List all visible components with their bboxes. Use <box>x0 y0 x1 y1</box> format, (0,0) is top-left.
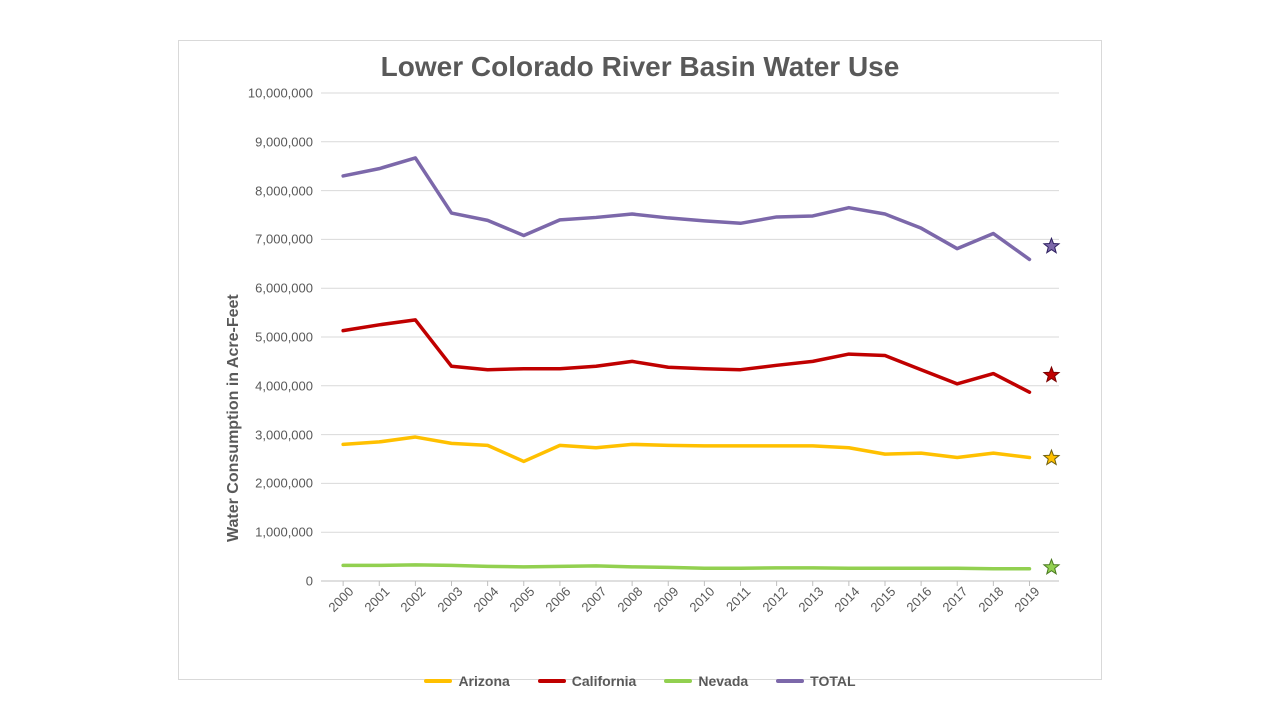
x-tick-label: 2004 <box>467 581 501 615</box>
legend-swatch <box>538 679 566 683</box>
legend-item-nevada: Nevada <box>664 673 748 689</box>
y-tick-label: 9,000,000 <box>255 134 321 149</box>
x-tick-label: 2001 <box>359 581 393 615</box>
x-tick-label: 2012 <box>756 581 790 615</box>
chart-plot: 01,000,0002,000,0003,000,0004,000,0005,0… <box>321 93 1059 581</box>
x-tick-label: 2002 <box>395 581 429 615</box>
legend-swatch <box>664 679 692 683</box>
x-tick-label: 2006 <box>539 581 573 615</box>
y-tick-label: 0 <box>306 574 321 589</box>
x-tick-label: 2018 <box>973 581 1007 615</box>
legend-swatch <box>776 679 804 683</box>
legend-swatch <box>424 679 452 683</box>
x-tick-label: 2019 <box>1009 581 1043 615</box>
y-axis-title: Water Consumption in Acre-Feet <box>225 294 243 542</box>
series-line-california <box>343 320 1029 392</box>
x-tick-label: 2014 <box>828 581 862 615</box>
legend-item-arizona: Arizona <box>424 673 509 689</box>
series-line-arizona <box>343 437 1029 461</box>
x-tick-label: 2017 <box>937 581 971 615</box>
y-tick-label: 5,000,000 <box>255 330 321 345</box>
x-tick-label: 2003 <box>431 581 465 615</box>
x-tick-label: 2005 <box>503 581 537 615</box>
series-line-nevada <box>343 565 1029 569</box>
chart-card: Lower Colorado River Basin Water Use Wat… <box>178 40 1102 680</box>
legend-label: Arizona <box>458 673 509 689</box>
x-tick-label: 2007 <box>576 581 610 615</box>
legend-label: TOTAL <box>810 673 855 689</box>
series-star-nevada <box>1044 559 1059 573</box>
x-tick-label: 2011 <box>721 581 754 614</box>
y-tick-label: 6,000,000 <box>255 281 321 296</box>
y-tick-label: 1,000,000 <box>255 525 321 540</box>
series-star-arizona <box>1044 450 1059 464</box>
y-tick-label: 4,000,000 <box>255 378 321 393</box>
x-tick-label: 2010 <box>684 581 718 615</box>
chart-legend: Arizona California Nevada TOTAL <box>179 673 1101 689</box>
y-tick-label: 7,000,000 <box>255 232 321 247</box>
x-tick-label: 2000 <box>323 581 357 615</box>
y-tick-label: 2,000,000 <box>255 476 321 491</box>
legend-item-total: TOTAL <box>776 673 855 689</box>
x-tick-label: 2008 <box>612 581 646 615</box>
series-line-total <box>343 158 1029 260</box>
x-tick-label: 2013 <box>792 581 826 615</box>
y-tick-label: 8,000,000 <box>255 183 321 198</box>
legend-label: California <box>572 673 637 689</box>
y-tick-label: 3,000,000 <box>255 427 321 442</box>
x-tick-label: 2009 <box>648 581 682 615</box>
legend-item-california: California <box>538 673 637 689</box>
y-tick-label: 10,000,000 <box>248 86 321 101</box>
legend-label: Nevada <box>698 673 748 689</box>
series-star-total <box>1044 238 1059 252</box>
chart-title: Lower Colorado River Basin Water Use <box>179 51 1101 83</box>
chart-svg <box>321 93 1059 581</box>
series-star-california <box>1044 367 1059 381</box>
x-tick-label: 2015 <box>865 581 899 615</box>
x-tick-label: 2016 <box>901 581 935 615</box>
